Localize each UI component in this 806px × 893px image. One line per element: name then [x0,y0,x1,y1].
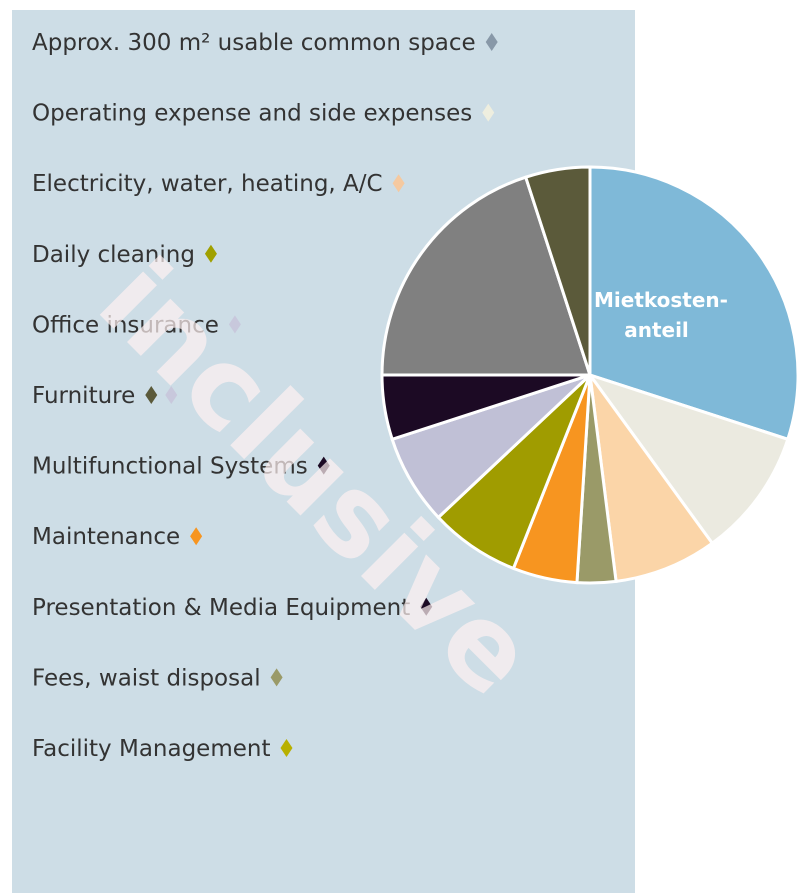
diamond-bullet [165,386,178,404]
diamond-bullet [317,456,330,475]
legend-list: Approx. 300 m² usable common space Operat… [32,30,498,762]
diamond-bullet [280,739,293,757]
diamond-bullet [392,174,405,193]
pie-slice [588,165,800,442]
pie-slice [588,374,715,584]
list-item: Presentation & Media Equipment [32,595,410,621]
list-item: Daily cleaning [32,242,195,268]
diamond-bullet [485,33,498,51]
list-item: Office insurance [32,312,219,338]
pie-slice [380,175,593,377]
list-item: Electricity, water, heating, A/C [32,171,383,197]
pie-slice [586,372,790,546]
list-item: Fees, waist disposal [32,665,261,691]
pie [380,165,800,585]
diamond-bullet [190,527,203,546]
pie-slice [523,165,592,376]
list-item: Multifunctional Systems [32,454,308,480]
diamond-bullet [420,597,433,616]
list-item: Furniture [32,383,135,409]
diamond-bullet [228,315,241,334]
slice-label: Mietkosten-anteil [594,288,728,342]
diamond-bullet [270,668,283,687]
list-item: Maintenance [32,524,180,550]
diamond-bullet [145,386,158,404]
diamond-bullet [482,103,495,122]
list-item: Operating expense and side expenses [32,101,472,127]
diamond-bullet [204,244,217,263]
list-item: Facility Management [32,736,270,762]
list-item: Approx. 300 m² usable common space [32,30,476,56]
